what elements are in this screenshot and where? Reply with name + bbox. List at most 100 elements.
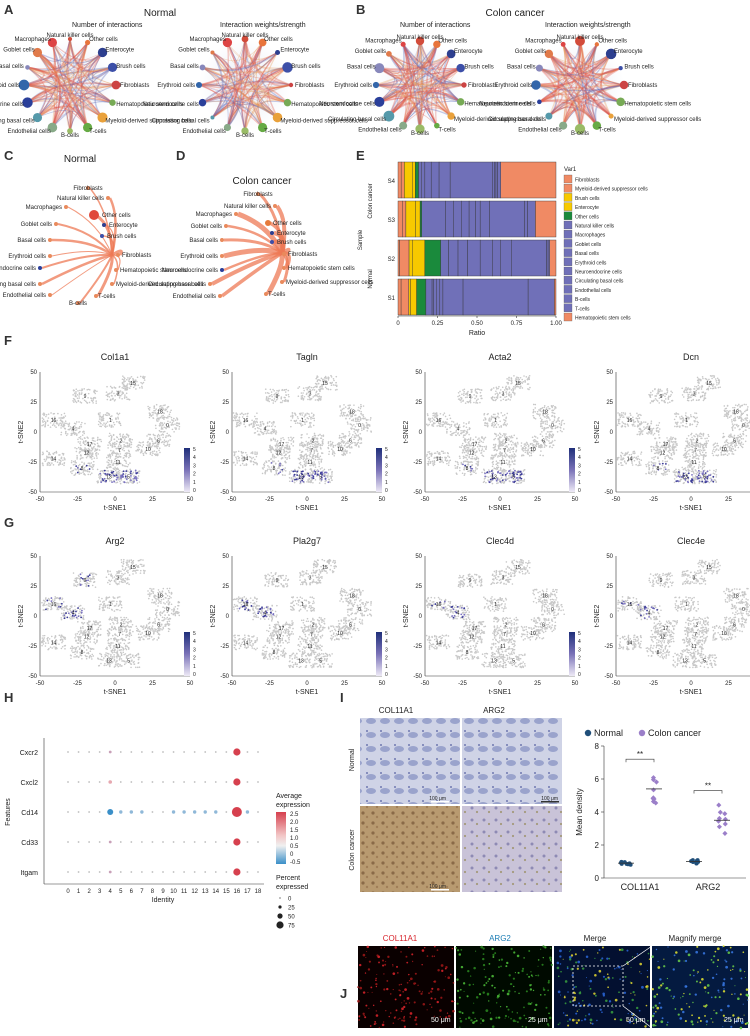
tsne-cluster-label: 8 (273, 466, 276, 472)
fan-node-label: Circulating basal cells (148, 282, 206, 288)
tsne-point (94, 397, 96, 399)
tsne-point (483, 419, 485, 421)
tsne-point (76, 433, 78, 435)
tsne-point (317, 469, 319, 471)
tsne-point (477, 398, 479, 400)
tsne-point (98, 424, 100, 426)
tsne-point (438, 452, 440, 454)
tsne-expr-point (116, 474, 118, 476)
tsne-point (339, 415, 341, 417)
tsne-point (320, 445, 322, 447)
tsne-point (163, 427, 165, 429)
tsne-point (172, 420, 174, 422)
tsne-point (315, 459, 317, 461)
tsne-cluster-label: 6 (349, 438, 352, 444)
network-node-label: Neuroendocrine cells (142, 102, 198, 108)
tsne-point (521, 482, 523, 484)
tsne-point (315, 479, 317, 481)
fan-node (114, 268, 118, 272)
tsne-cluster-label: 12 (84, 450, 90, 456)
tsne-y-title: t-SNE2 (210, 421, 217, 444)
fan-node-label: Fibroblasts (73, 186, 102, 192)
tsne-point (289, 480, 291, 482)
tsne-point (496, 467, 498, 469)
tsne-point (359, 442, 361, 444)
tsne-point (75, 427, 77, 429)
tsne-point (504, 422, 506, 424)
x-tick-label: 0.75 (511, 321, 523, 327)
tsne-point (100, 441, 102, 443)
tsne-point (91, 457, 93, 459)
tsne-point (466, 459, 468, 461)
tsne-point (280, 438, 282, 440)
tsne-point (508, 436, 510, 438)
tsne-point (351, 424, 353, 426)
tsne-point (47, 464, 49, 466)
tsne-point (313, 461, 315, 463)
tsne-point (494, 438, 496, 440)
tsne-point (278, 460, 280, 462)
stack-segment (434, 279, 437, 315)
tsne-point (493, 387, 495, 389)
tsne-point (475, 454, 477, 456)
tsne-point (234, 415, 236, 417)
network-node-label: Macrophages (365, 39, 401, 45)
tsne-point (252, 425, 254, 427)
legend-label: Neuroendocrine cells (575, 270, 622, 276)
network-node-label: Erythroid cells (0, 83, 20, 89)
tsne-point (42, 413, 44, 415)
tsne-point (348, 435, 350, 437)
tsne-point (342, 441, 344, 443)
fan-node-label: Other cells (102, 213, 131, 219)
tsne-point (526, 450, 528, 452)
tsne-point (500, 477, 502, 479)
legend-swatch (564, 249, 572, 257)
tsne-point (475, 473, 477, 475)
tsne-expr-point (313, 477, 315, 479)
tsne-point (304, 464, 306, 466)
tsne-point (268, 430, 270, 432)
tsne-point (496, 483, 498, 485)
tsne-point (552, 433, 554, 435)
tsne-point (95, 454, 97, 456)
tsne-point (80, 444, 82, 446)
tsne-point (123, 381, 125, 383)
tsne-point (320, 456, 322, 458)
tsne-point (487, 413, 489, 415)
tsne-point (266, 397, 268, 399)
x-tick-label: 1.00 (550, 321, 562, 327)
tsne-point (506, 413, 508, 415)
tsne-point (496, 435, 498, 437)
network-node-label: Macrophages (525, 39, 561, 45)
tsne-point (528, 378, 530, 380)
tsne-point (268, 466, 270, 468)
stack-segment (403, 201, 406, 237)
fan-node (48, 254, 52, 258)
tsne-point (554, 440, 556, 442)
bar-category-label: S3 (388, 218, 396, 224)
tsne-point (540, 417, 542, 419)
tsne-point (491, 398, 493, 400)
tsne-point (126, 396, 128, 398)
tsne-cluster-label: 10 (145, 447, 151, 453)
tsne-expr-point (77, 467, 79, 469)
tsne-point (511, 382, 513, 384)
tsne-point (266, 470, 268, 472)
network-node-label: Endothelial cells (8, 129, 51, 135)
tsne-point (505, 433, 507, 435)
tsne-point (42, 420, 44, 422)
tsne-point (318, 435, 320, 437)
tsne-point (319, 482, 321, 484)
tsne-point (276, 474, 278, 476)
network-node (210, 116, 214, 120)
tsne-point (444, 457, 446, 459)
fan-node (102, 223, 106, 227)
tsne-expr-point (307, 474, 309, 476)
tsne-point (465, 457, 467, 459)
tsne-point (461, 445, 463, 447)
tsne-point (293, 440, 295, 442)
tsne-point (162, 425, 164, 427)
tsne-point (74, 474, 76, 476)
tsne-point (153, 407, 155, 409)
